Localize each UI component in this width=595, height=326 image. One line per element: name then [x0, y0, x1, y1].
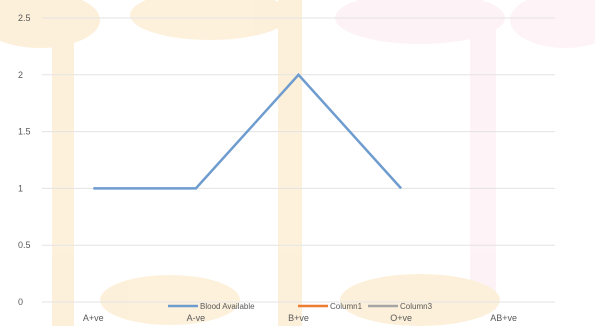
x-tick-label: A-ve [187, 313, 206, 323]
legend-label: Column1 [330, 302, 363, 311]
y-tick-label: 0 [18, 297, 23, 307]
y-tick-label: 2.5 [18, 13, 31, 23]
legend-label: Column3 [400, 302, 433, 311]
y-tick-label: 2 [18, 70, 23, 80]
series-line [93, 72, 403, 190]
x-tick-label: B+ve [288, 313, 309, 323]
y-tick-label: 0.5 [18, 240, 31, 250]
y-tick-label: 1.5 [18, 127, 31, 137]
x-tick-label: O+ve [390, 313, 412, 323]
legend-label: Blood Available [200, 302, 255, 311]
y-tick-label: 1 [18, 183, 23, 193]
x-tick-label: AB+ve [490, 313, 517, 323]
x-tick-label: A+ve [83, 313, 104, 323]
